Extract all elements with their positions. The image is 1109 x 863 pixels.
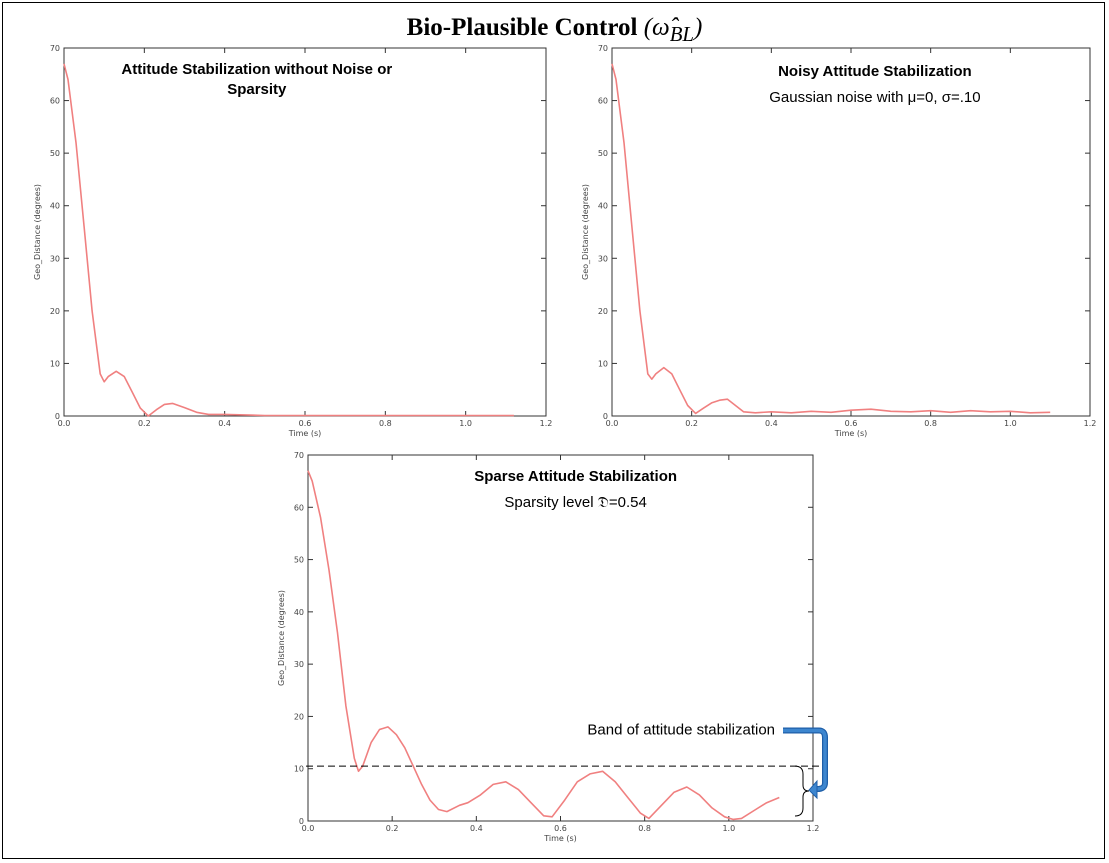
panel-title: Noisy Attitude Stabilization	[778, 63, 972, 80]
x-tick-label: 1.0	[722, 824, 735, 833]
y-tick-label: 20	[294, 712, 304, 721]
series-line	[307, 470, 780, 821]
y-tick-label: 40	[294, 608, 304, 617]
band-arrow-inner	[783, 728, 827, 791]
x-tick-label: 0.4	[218, 419, 231, 428]
figure-title-symbol: (ω̂BL)	[643, 14, 703, 46]
x-tick-label: 0.2	[138, 419, 151, 428]
panel-title: Attitude Stabilization without Noise or	[121, 61, 392, 78]
x-tick-label: 0.6	[845, 419, 858, 428]
y-tick-label: 0	[55, 412, 60, 421]
figure-title-text: Bio-Plausible Control	[406, 14, 638, 41]
x-tick-label: 1.2	[1084, 419, 1097, 428]
series-line	[63, 63, 514, 417]
x-tick-label: 1.2	[807, 824, 820, 833]
x-tick-label: 1.0	[459, 419, 472, 428]
x-tick-label: 0.8	[638, 824, 651, 833]
y-tick-label: 60	[294, 503, 304, 512]
y-tick-label: 50	[294, 556, 304, 565]
x-axis-label: Time (s)	[543, 834, 577, 843]
x-tick-label: 0.2	[386, 824, 399, 833]
y-tick-label: 70	[294, 451, 304, 460]
y-tick-label: 60	[598, 97, 608, 106]
y-tick-label: 40	[50, 202, 60, 211]
x-tick-label: 1.2	[540, 419, 553, 428]
panel-title: Sparse Attitude Stabilization	[474, 468, 677, 485]
y-tick-label: 30	[50, 254, 60, 263]
y-tick-label: 20	[598, 307, 608, 316]
y-tick-label: 70	[598, 44, 608, 53]
figure-title: Bio-Plausible Control (ω̂BL)	[0, 14, 1109, 47]
y-tick-label: 30	[598, 254, 608, 263]
y-tick-label: 30	[294, 660, 304, 669]
y-axis-label: Geo_Distance (degrees)	[277, 590, 286, 686]
y-tick-label: 0	[299, 817, 304, 826]
x-tick-label: 0.4	[765, 419, 778, 428]
x-tick-label: 0.6	[299, 419, 312, 428]
panel-subtitle: Sparsity level 𝔇=0.54	[504, 494, 646, 511]
y-tick-label: 40	[598, 202, 608, 211]
band-arrow-head	[808, 779, 818, 800]
y-tick-label: 60	[50, 97, 60, 106]
y-tick-label: 10	[294, 765, 304, 774]
y-tick-label: 0	[603, 412, 608, 421]
y-tick-label: 20	[50, 307, 60, 316]
x-tick-label: 0.0	[606, 419, 619, 428]
panel-subtitle: Gaussian noise with μ=0, σ=.10	[769, 89, 980, 106]
x-tick-label: 0.8	[379, 419, 392, 428]
y-tick-label: 50	[50, 149, 60, 158]
band-annotation-label: Band of attitude stabilization	[587, 722, 775, 739]
panel-title-line2: Sparsity	[227, 81, 287, 98]
x-tick-label: 0.8	[924, 419, 937, 428]
figure-title-subscript: BL	[669, 22, 695, 46]
chart-attitude-no-noise: 0.0 0.2 0.4 0.6 0.8 1.0 1.2 0 10 20 30 40 50 60 70 Time…	[33, 44, 553, 438]
series-line	[611, 63, 1051, 415]
x-axis-label: Time (s)	[834, 429, 868, 438]
x-tick-label: 0.2	[685, 419, 698, 428]
band-arrow	[783, 727, 828, 793]
x-tick-label: 0.6	[554, 824, 567, 833]
x-axis-label: Time (s)	[288, 429, 322, 438]
y-tick-label: 10	[50, 359, 60, 368]
plot-frame	[63, 47, 547, 417]
y-axis-label: Geo_Distance (degrees)	[33, 184, 42, 280]
y-tick-label: 10	[598, 359, 608, 368]
chart-noisy-attitude: 0.0 0.2 0.4 0.6 0.8 1.0 1.2 0 10 20 30 40 50 60 70 Time…	[581, 44, 1097, 438]
x-tick-label: 0.0	[58, 419, 71, 428]
y-axis-label: Geo_Distance (degrees)	[581, 184, 590, 280]
x-tick-label: 0.0	[302, 824, 315, 833]
x-tick-label: 0.4	[470, 824, 483, 833]
x-tick-label: 1.0	[1004, 419, 1017, 428]
y-tick-label: 70	[50, 44, 60, 53]
chart-sparse-attitude: 0.0 0.2 0.4 0.6 0.8 1.0 1.2 0 10 20 30 40 50 60 70 Time…	[277, 451, 828, 843]
band-brace	[794, 765, 810, 817]
y-tick-label: 50	[598, 149, 608, 158]
